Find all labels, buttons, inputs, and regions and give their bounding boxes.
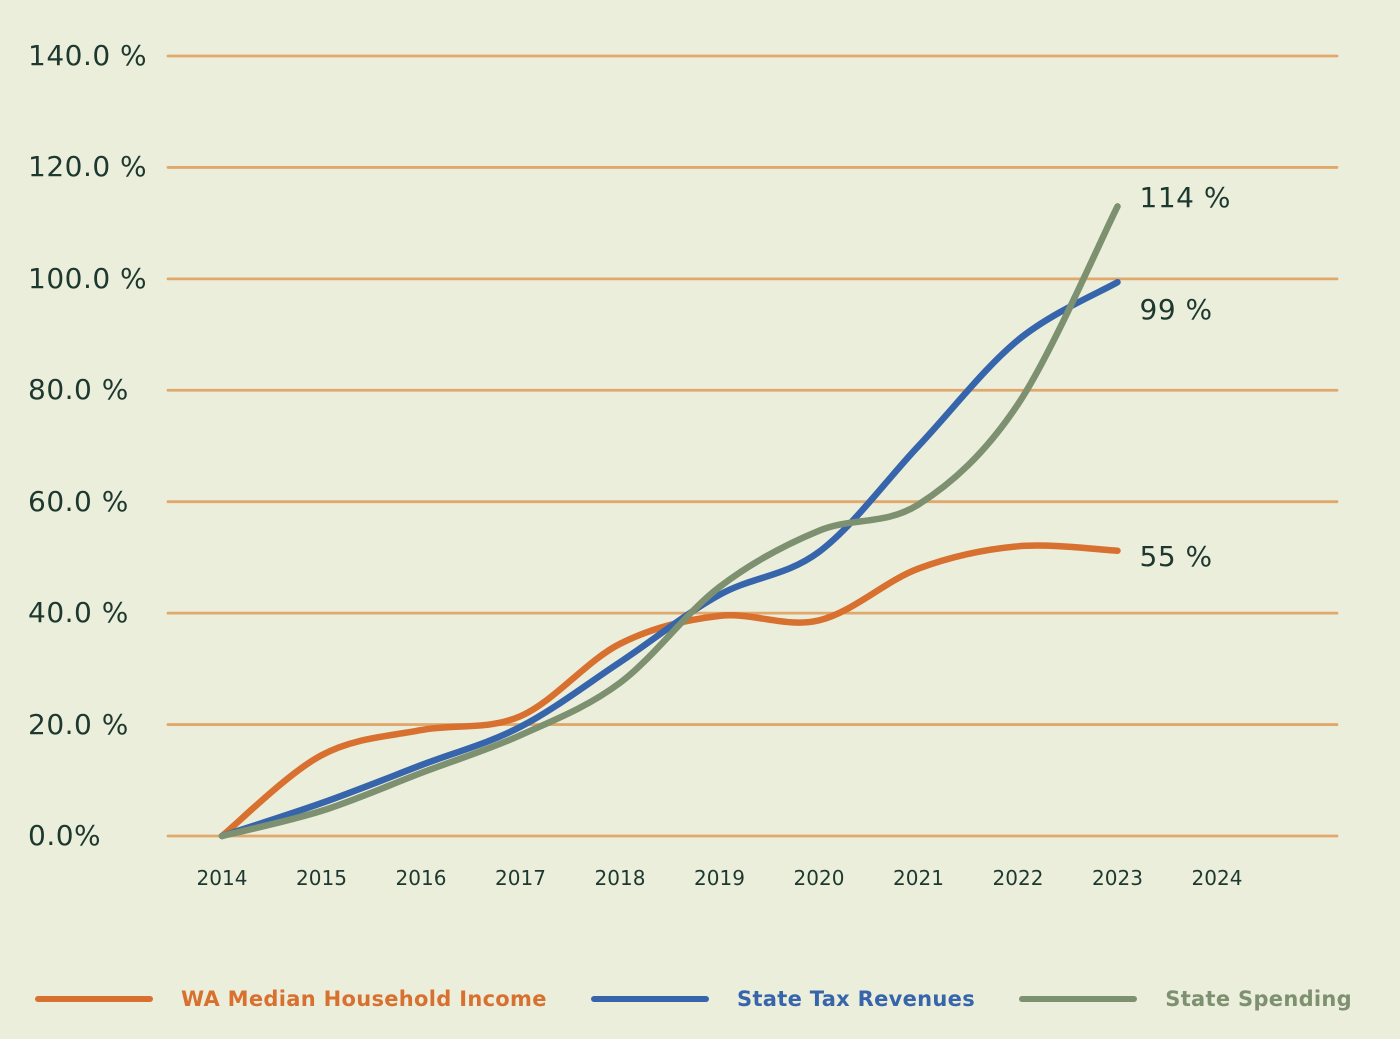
y-axis-tick-label: 40.0 % <box>28 596 129 630</box>
x-axis-tick-label: 2018 <box>594 866 646 890</box>
x-axis-tick-label: 2020 <box>793 866 845 890</box>
legend-item-wa-median-household-income: WA Median Household Income <box>35 987 547 1011</box>
y-axis-tick-label: 0.0% <box>28 819 102 852</box>
x-axis-tick-label: 2024 <box>1191 866 1243 890</box>
legend-swatch-orange <box>35 996 153 1002</box>
series-line-wa-median-household-income <box>218 542 1121 840</box>
y-axis-tick-label: 60.0 % <box>28 484 129 518</box>
y-axis-tick-label: 20.0 % <box>28 707 129 741</box>
legend-label: State Spending <box>1165 987 1352 1011</box>
series-end-label: 55 % <box>1139 539 1213 573</box>
legend-label: WA Median Household Income <box>181 987 547 1011</box>
x-axis-tick-label: 2023 <box>1092 866 1143 890</box>
y-axis-tick-label: 120.0 % <box>28 150 148 184</box>
legend-label: State Tax Revenues <box>737 987 976 1011</box>
series-end-label: 99 % <box>1139 293 1213 327</box>
legend-item-state-tax-revenues: State Tax Revenues <box>591 987 975 1011</box>
x-axis-tick-label: 2022 <box>992 866 1044 890</box>
y-axis-tick-label: 80.0 % <box>28 373 129 407</box>
x-axis-tick-label: 2017 <box>495 866 546 890</box>
legend-swatch-green <box>1019 996 1138 1002</box>
legend: WA Median Household Income State Tax Rev… <box>35 972 1352 1026</box>
series-line-state-spending <box>218 203 1121 840</box>
series-end-label: 114 % <box>1139 181 1231 215</box>
x-axis-tick-label: 2019 <box>694 866 745 890</box>
x-axis-tick-label: 2014 <box>196 866 248 890</box>
x-axis-tick-label: 2016 <box>395 866 447 890</box>
y-axis-tick-label: 100.0 % <box>28 261 148 295</box>
x-axis-tick-label: 2021 <box>893 866 944 890</box>
legend-item-state-spending: State Spending <box>1019 987 1352 1011</box>
y-axis-tick-label: 140.0 % <box>28 38 148 72</box>
x-axis-tick-label: 2015 <box>296 866 347 890</box>
legend-swatch-blue <box>591 996 710 1002</box>
series-line-state-tax-revenues <box>218 278 1121 840</box>
